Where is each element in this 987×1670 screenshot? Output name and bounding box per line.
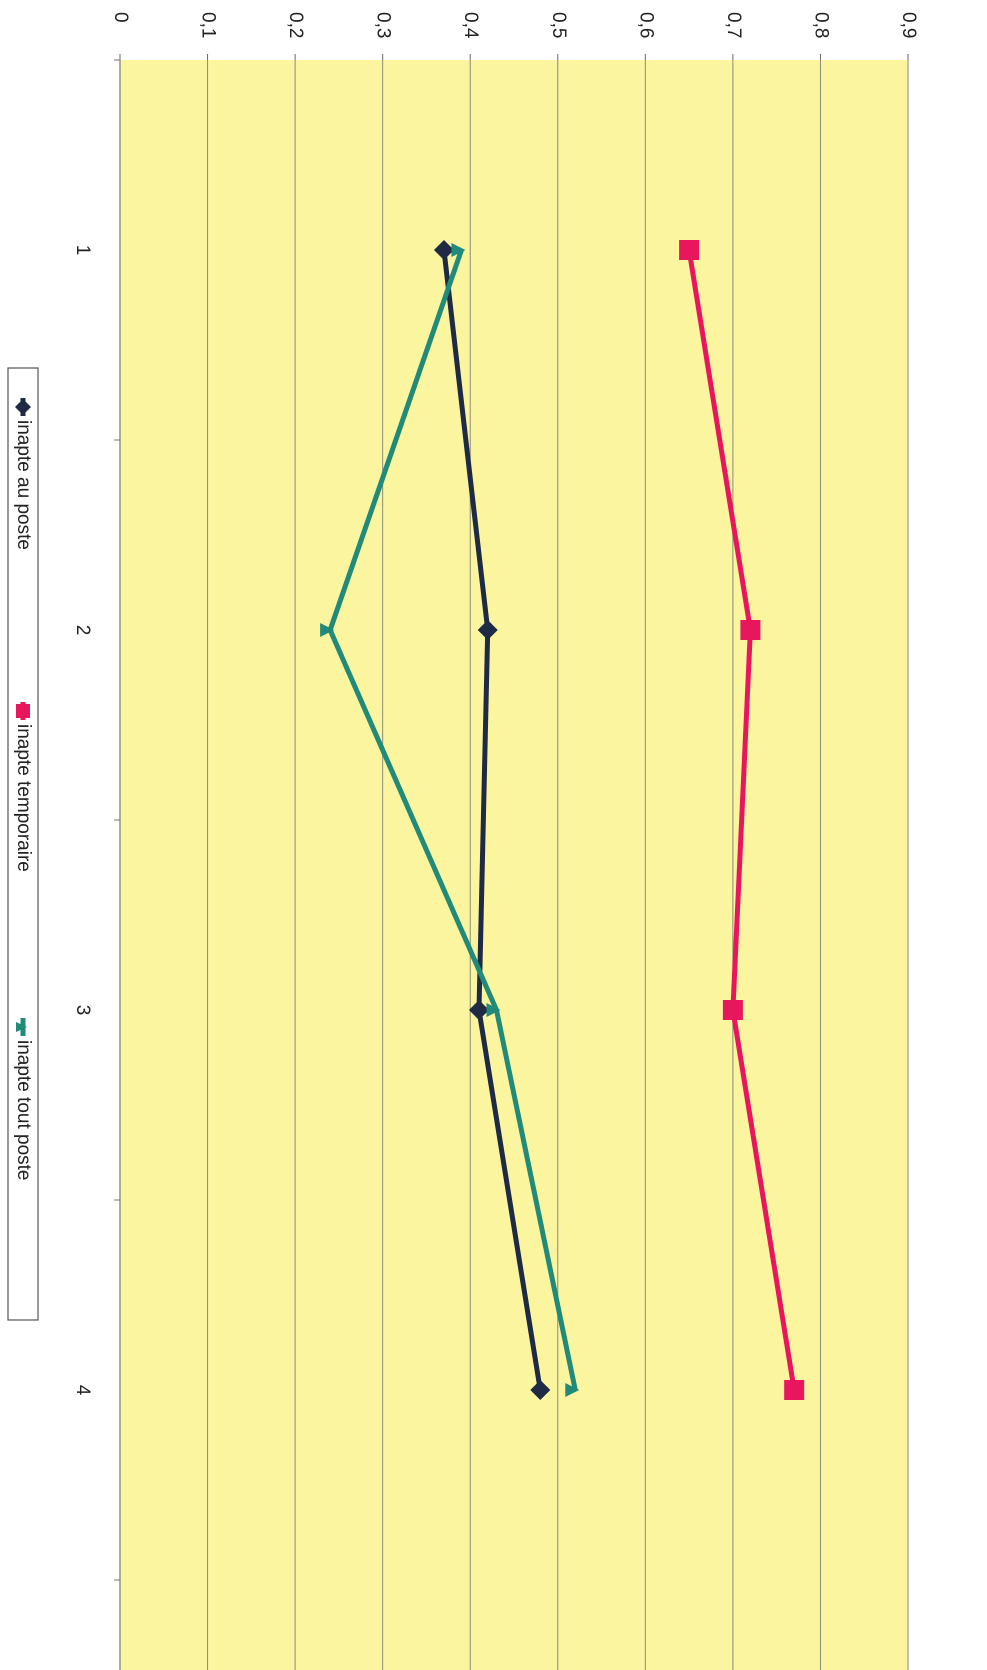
legend-box — [7, 367, 39, 1321]
value-tick-label: 0,8 — [810, 12, 831, 38]
value-tick-label: 0,4 — [460, 12, 481, 39]
legend: inapte au poste inapte temporaire inapte t… — [7, 367, 39, 1321]
value-tick-label: 0,2 — [285, 12, 306, 38]
category-tick-label: 1 — [72, 245, 93, 256]
value-tick-label: 0,9 — [898, 12, 919, 38]
value-tick-label: 0 — [110, 12, 131, 23]
series-inapte-temporaire — [679, 240, 805, 1400]
legend-swatch-marker — [16, 1022, 27, 1032]
value-axis-ticks: 0 0,1 0,2 0,3 0,4 0,5 0,6 0,7 0,8 0,9 — [110, 12, 919, 60]
series-layer — [320, 240, 805, 1400]
legend-swatch-marker — [16, 704, 30, 718]
value-tick-label: 0,5 — [548, 12, 569, 38]
data-point-marker — [784, 1380, 805, 1400]
legend-entry: inapte au poste — [13, 398, 34, 550]
category-axis-ticks: 1 2 3 4 — [72, 59, 120, 1581]
series-inapte-au-poste — [433, 240, 551, 1400]
data-point-marker — [477, 620, 498, 640]
legend-label: inapte tout poste — [13, 1040, 34, 1181]
data-point-marker — [468, 1000, 489, 1020]
value-tick-label: 0,1 — [198, 12, 219, 38]
series-line — [686, 249, 797, 1391]
category-tick-label: 4 — [72, 1385, 93, 1396]
data-point-marker — [433, 240, 454, 260]
gridlines — [207, 60, 909, 1670]
data-point-marker — [530, 1380, 551, 1400]
legend-swatch-marker — [15, 399, 31, 415]
legend-label: inapte au poste — [13, 420, 34, 550]
category-tick-label: 2 — [72, 625, 93, 636]
data-point-marker — [320, 623, 335, 637]
series-inapte-tout-poste — [320, 243, 580, 1397]
value-tick-label: 0,3 — [373, 12, 394, 38]
data-point-marker — [565, 1383, 580, 1397]
value-tick-label: 0,7 — [723, 12, 744, 38]
series-line — [327, 249, 578, 1391]
data-point-marker — [722, 1000, 743, 1020]
data-point-marker — [740, 620, 761, 640]
legend-entry: inapte temporaire — [13, 702, 34, 872]
legend-label: inapte temporaire — [13, 724, 34, 872]
data-point-marker — [486, 1003, 501, 1017]
data-point-marker — [451, 243, 466, 257]
legend-entry: inapte tout poste — [13, 1018, 34, 1181]
category-tick-label: 3 — [72, 1005, 93, 1016]
value-tick-label: 0,6 — [635, 12, 656, 38]
data-point-marker — [679, 240, 700, 260]
plot-area — [120, 60, 908, 1670]
series-line — [441, 249, 543, 1391]
